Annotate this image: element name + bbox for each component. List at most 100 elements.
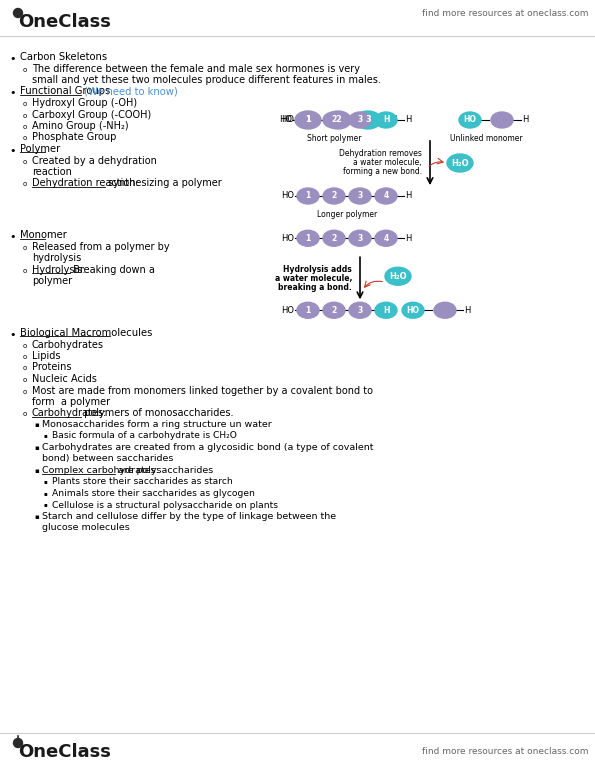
Text: Created by a dehydration: Created by a dehydration (32, 156, 157, 166)
Circle shape (14, 8, 23, 18)
Text: OneClass: OneClass (18, 13, 111, 31)
Text: ▪: ▪ (44, 503, 48, 507)
Ellipse shape (325, 111, 351, 129)
Text: H: H (405, 192, 411, 200)
Text: Nucleic Acids: Nucleic Acids (32, 374, 97, 384)
Text: Complex carbohydrates:: Complex carbohydrates: (42, 466, 159, 475)
Text: Cellulose is a structural polysaccharide on plants: Cellulose is a structural polysaccharide… (52, 500, 278, 510)
Text: Proteins: Proteins (32, 363, 71, 373)
Text: H: H (383, 306, 389, 315)
Text: The difference between the female and male sex hormones is very: The difference between the female and ma… (32, 63, 360, 73)
Text: Carbohydrates:: Carbohydrates: (32, 409, 107, 419)
Text: are polysaccharides: are polysaccharides (115, 466, 214, 475)
Text: ▪: ▪ (34, 514, 39, 520)
Text: 2: 2 (331, 192, 337, 200)
Ellipse shape (297, 303, 319, 318)
Ellipse shape (434, 303, 456, 318)
Text: HO: HO (279, 116, 292, 125)
Text: form  a polymer: form a polymer (32, 397, 110, 407)
Text: find more resources at oneclass.com: find more resources at oneclass.com (422, 9, 589, 18)
Ellipse shape (349, 303, 371, 318)
Ellipse shape (375, 303, 397, 318)
Text: Short polymer: Short polymer (307, 134, 361, 143)
Text: ▪: ▪ (34, 422, 39, 428)
Text: Hydrolysis:: Hydrolysis: (32, 265, 86, 275)
Text: o: o (23, 354, 27, 360)
Text: o: o (23, 159, 27, 165)
Text: a water molecule,: a water molecule, (353, 159, 422, 168)
Text: Dehydration reaction:: Dehydration reaction: (32, 179, 139, 189)
Text: •: • (9, 232, 15, 242)
Text: 1: 1 (305, 192, 311, 200)
Text: H: H (383, 116, 389, 125)
Text: ▪: ▪ (44, 491, 48, 496)
Text: Longer polymer: Longer polymer (317, 210, 377, 219)
Text: 3: 3 (358, 234, 362, 243)
Text: •: • (9, 88, 15, 98)
Text: OneClass: OneClass (18, 743, 111, 761)
Text: (We need to know): (We need to know) (81, 86, 178, 96)
Text: 1: 1 (305, 234, 311, 243)
Text: •: • (9, 53, 15, 63)
Text: o: o (23, 389, 27, 394)
Text: glucose molecules: glucose molecules (42, 524, 130, 533)
Text: •: • (9, 330, 15, 340)
Ellipse shape (349, 230, 371, 246)
Text: o: o (23, 136, 27, 142)
Ellipse shape (459, 112, 481, 128)
Text: a water molecule,: a water molecule, (275, 274, 352, 283)
Ellipse shape (297, 112, 319, 128)
Ellipse shape (323, 230, 345, 246)
Text: 2: 2 (335, 116, 341, 125)
Text: Polymer: Polymer (20, 144, 60, 154)
Text: 3: 3 (358, 116, 362, 125)
Text: ▪: ▪ (44, 434, 48, 438)
Text: Phosphate Group: Phosphate Group (32, 132, 117, 142)
Text: 3: 3 (358, 192, 362, 200)
Ellipse shape (375, 230, 397, 246)
Text: o: o (23, 268, 27, 274)
Text: o: o (23, 66, 27, 72)
Text: Hydroxyl Group (-OH): Hydroxyl Group (-OH) (32, 98, 137, 108)
Ellipse shape (349, 188, 371, 204)
Circle shape (14, 738, 23, 748)
Text: •: • (9, 146, 15, 156)
Text: Basic formula of a carbohydrate is CH₂O: Basic formula of a carbohydrate is CH₂O (52, 431, 237, 440)
Ellipse shape (491, 112, 513, 128)
Text: ▪: ▪ (34, 445, 39, 451)
Text: Monomer: Monomer (20, 230, 67, 240)
Text: Released from a polymer by: Released from a polymer by (32, 242, 170, 252)
Text: Hydrolysis adds: Hydrolysis adds (283, 265, 352, 274)
Text: 4: 4 (383, 192, 389, 200)
Text: Breaking down a: Breaking down a (70, 265, 155, 275)
Text: forming a new bond.: forming a new bond. (343, 168, 422, 176)
Text: Carbohydrates: Carbohydrates (32, 340, 104, 350)
Text: ▪: ▪ (44, 480, 48, 484)
Text: o: o (23, 101, 27, 107)
Text: 1: 1 (305, 116, 311, 125)
Text: 2: 2 (331, 306, 337, 315)
Text: ▪: ▪ (34, 468, 39, 474)
Text: H: H (405, 116, 411, 125)
Text: HO: HO (281, 306, 294, 315)
Text: H₂O: H₂O (451, 159, 469, 168)
Text: Unlinked monomer: Unlinked monomer (450, 134, 522, 143)
Text: Amino Group (-NH₂): Amino Group (-NH₂) (32, 121, 129, 131)
Text: HO: HO (281, 116, 294, 125)
Ellipse shape (402, 303, 424, 318)
Ellipse shape (447, 154, 473, 172)
Ellipse shape (297, 230, 319, 246)
Text: Animals store their saccharides as glycogen: Animals store their saccharides as glyco… (52, 489, 255, 498)
Text: 3: 3 (358, 306, 362, 315)
Text: find more resources at oneclass.com: find more resources at oneclass.com (422, 748, 589, 756)
Text: Lipids: Lipids (32, 351, 61, 361)
Text: 1: 1 (305, 116, 311, 125)
Text: H₂O: H₂O (389, 272, 407, 281)
Text: reaction: reaction (32, 167, 72, 177)
Ellipse shape (349, 112, 371, 128)
Text: synthesizing a polymer: synthesizing a polymer (105, 179, 221, 189)
Ellipse shape (297, 188, 319, 204)
Text: o: o (23, 112, 27, 119)
Text: 2: 2 (331, 116, 337, 125)
Text: Monosaccharides form a ring structure un water: Monosaccharides form a ring structure un… (42, 420, 272, 429)
